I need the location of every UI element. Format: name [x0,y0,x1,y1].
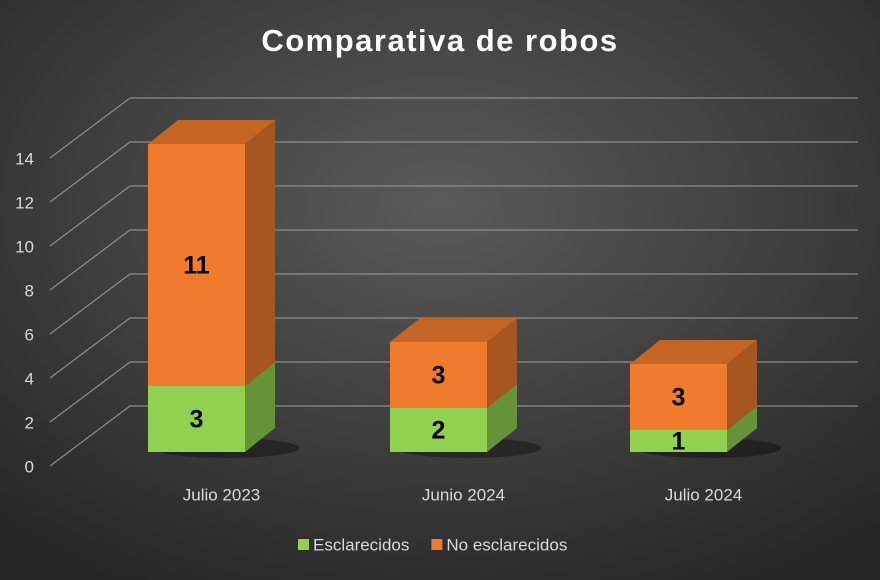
grid-line [49,141,858,203]
bar-front [148,386,245,452]
x-tick-label: Junio 2024 [422,485,505,504]
bar-segment [630,340,757,430]
y-tick-label: 0 [25,457,34,476]
grid-line [49,361,858,423]
legend-swatch [298,539,309,550]
data-label: 11 [183,252,210,280]
y-tick-label: 4 [25,369,34,388]
bar-side [487,318,517,408]
bar-segment [390,384,517,452]
bar-front [630,364,727,430]
y-tick-label: 10 [15,237,34,256]
data-label: 3 [432,362,446,390]
grid-line [49,405,858,467]
bar-segment [390,318,517,408]
bar-side [727,406,757,452]
grid-line [49,229,858,291]
bar-side [245,120,275,386]
data-label: 3 [190,406,204,434]
bar-segment [630,406,757,452]
data-label: 2 [432,417,446,445]
bar-front [630,430,727,452]
bar-top [148,120,275,144]
bar-front [148,144,245,386]
y-tick-label: 2 [25,413,34,432]
y-tick-label: 8 [25,281,34,300]
x-tick-label: Julio 2023 [183,485,261,504]
legend-label: No esclarecidos [446,535,567,554]
bar-segment [148,362,275,452]
bar-front [390,342,487,408]
grid-line [49,317,858,379]
chart-title: Comparativa de robos [261,23,618,58]
y-tick-label: 6 [25,325,34,344]
bar-side [487,384,517,452]
y-tick-label: 14 [15,149,34,168]
bar-top [630,340,757,364]
y-tick-label: 12 [15,193,34,212]
grid-line [49,97,858,159]
grid-line [49,273,858,335]
data-label: 3 [672,384,686,412]
bar-segment [148,120,275,386]
bar-side [245,362,275,452]
x-tick-label: Julio 2024 [665,485,743,504]
grid-line [49,185,858,247]
legend-label: Esclarecidos [313,535,409,554]
bar-front [390,408,487,452]
bar-top [390,318,517,342]
data-label: 1 [672,428,686,456]
bar-side [727,340,757,430]
legend-swatch [431,539,443,550]
